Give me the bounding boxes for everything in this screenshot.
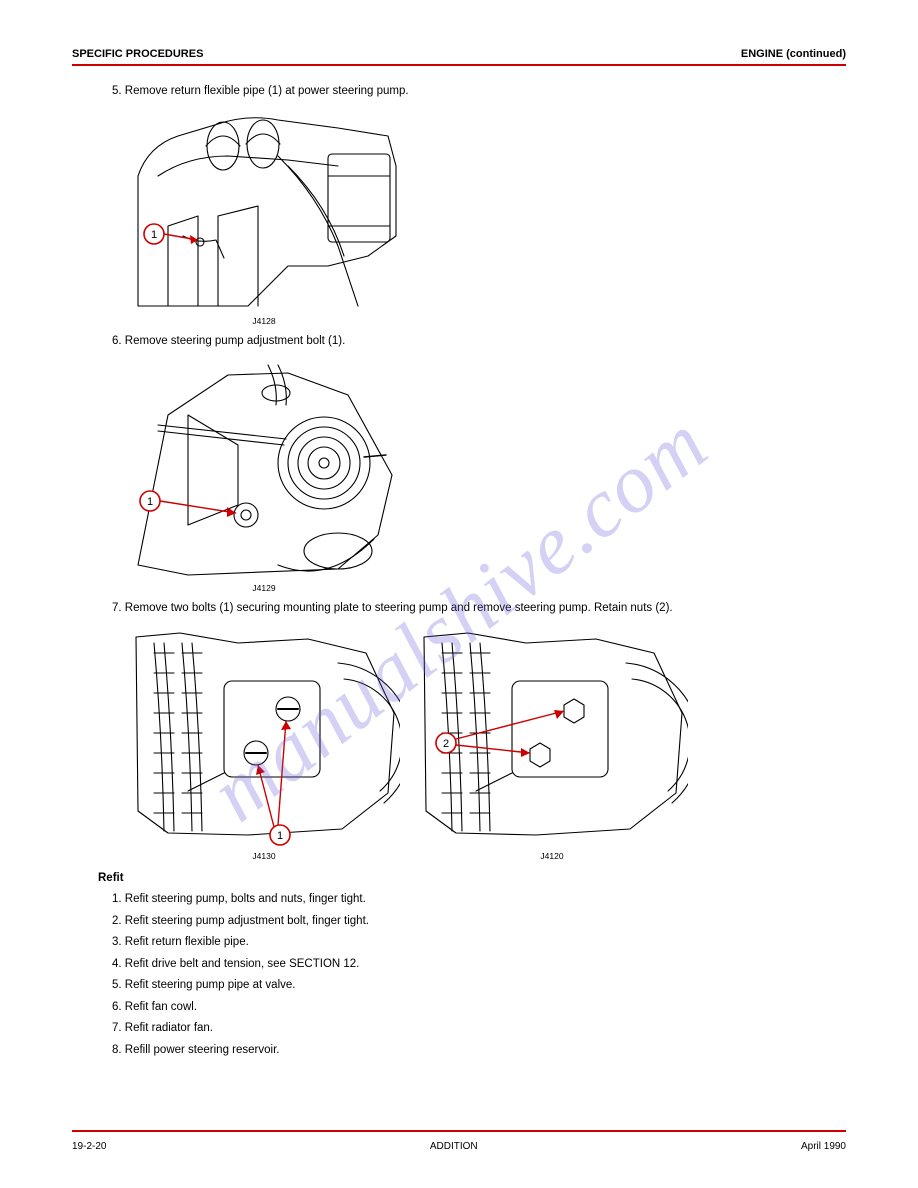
figure-caption-1: J4128 <box>128 316 400 326</box>
footer-rule <box>72 1130 846 1132</box>
refit-step-1: 1. Refit steering pump, bolts and nuts, … <box>112 892 846 908</box>
refit-step-8: 8. Refill power steering reservoir. <box>112 1043 846 1059</box>
footer-center: ADDITION <box>430 1141 478 1152</box>
figure-j4129: 1 <box>128 355 846 581</box>
callout-label-2: 1 <box>147 496 153 508</box>
refit-step-4: 4. Refit drive belt and tension, see SEC… <box>112 957 846 973</box>
refit-heading: Refit <box>98 871 846 887</box>
refit-step-7: 7. Refit radiator fan. <box>112 1021 846 1037</box>
figure-j4128: 1 <box>128 106 846 314</box>
callout-label-3: 1 <box>277 830 283 842</box>
refit-step-2: 2. Refit steering pump adjustment bolt, … <box>112 914 846 930</box>
step-6: 6. Remove steering pump adjustment bolt … <box>112 334 846 350</box>
figure-caption-4: J4120 <box>416 851 688 861</box>
footer-right: April 1990 <box>801 1141 846 1152</box>
step-7: 7. Remove two bolts (1) securing mountin… <box>112 601 846 617</box>
header-rule <box>72 64 846 66</box>
callout-label-1: 1 <box>151 229 157 241</box>
refit-step-5: 5. Refit steering pump pipe at valve. <box>112 978 846 994</box>
refit-step-6: 6. Refit fan cowl. <box>112 1000 846 1016</box>
step-5: 5. Remove return flexible pipe (1) at po… <box>112 84 846 100</box>
refit-step-3: 3. Refit return flexible pipe. <box>112 935 846 951</box>
figure-caption-2: J4129 <box>128 583 400 593</box>
callout-label-4: 2 <box>443 738 449 750</box>
footer-left: 19-2-20 <box>72 1141 106 1152</box>
figure-caption-3: J4130 <box>128 851 400 861</box>
header-right: ENGINE (continued) <box>741 48 846 60</box>
figure-j4120: 2 <box>416 623 688 849</box>
header-left: SPECIFIC PROCEDURES <box>72 48 203 60</box>
figure-j4130: 1 <box>128 623 400 849</box>
